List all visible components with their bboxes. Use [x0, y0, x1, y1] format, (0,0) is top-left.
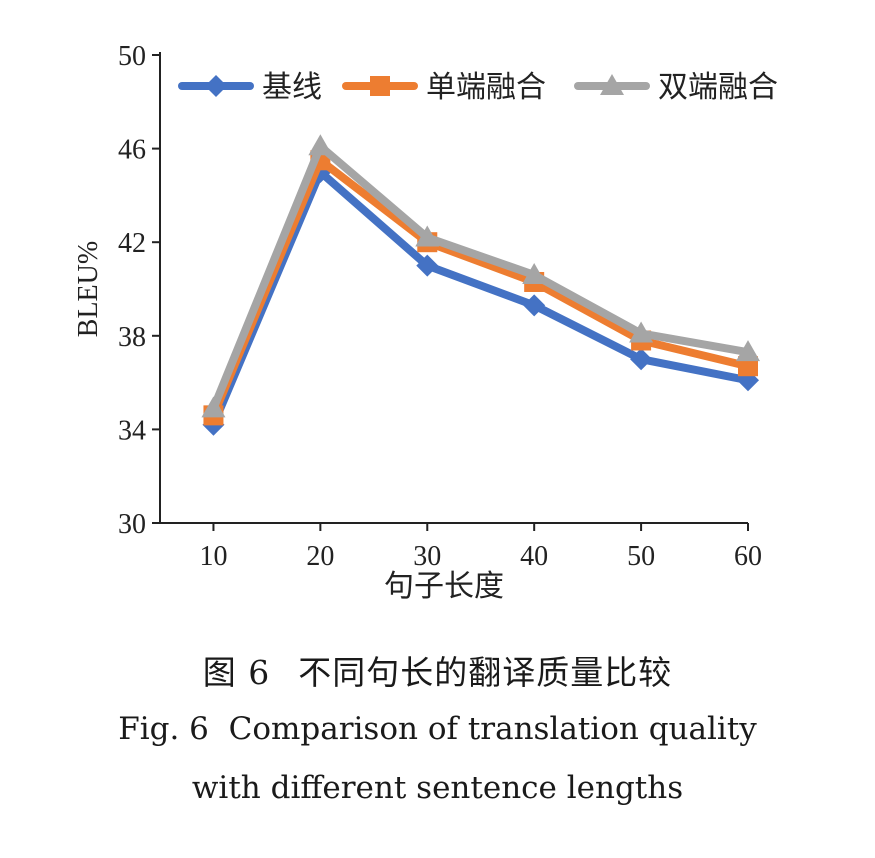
caption-chinese: 图 6 不同句长的翻译质量比较	[0, 646, 875, 694]
y-tick-label: 30	[118, 509, 146, 540]
legend-item-3: 双端融合	[574, 70, 778, 105]
series-3-line	[209, 142, 752, 413]
x-tick-label: 20	[306, 541, 334, 572]
series-3-point	[201, 396, 226, 418]
x-tick-label: 40	[520, 541, 548, 572]
legend-label: 单端融合	[426, 70, 546, 105]
series-1-line	[209, 168, 752, 429]
caption-english-line-1: Fig. 6 Comparison of translation quality	[118, 711, 757, 747]
series-2-point	[738, 356, 758, 377]
series-1	[202, 161, 759, 436]
x-tick-label: 30	[413, 541, 441, 572]
legend-swatch-marker	[205, 75, 227, 97]
series-3-point	[522, 262, 547, 284]
x-tick-label: 10	[199, 541, 227, 572]
series-1-point	[630, 348, 653, 371]
line-chart: 30 34 38 42 46 50 10 20 30 40 50 60 句子长度 BLEU% 基线 单端融合…	[73, 41, 778, 604]
series-3-point	[736, 340, 760, 362]
legend-label: 基线	[262, 70, 322, 105]
y-tick-label: 38	[118, 322, 146, 353]
y-tick-label: 42	[118, 228, 146, 259]
legend: 基线 单端融合 双端融合	[178, 70, 778, 105]
x-tick-label: 60	[734, 541, 762, 572]
series-1-point	[416, 254, 439, 277]
y-tick-label: 34	[118, 415, 146, 446]
caption-figure-number: 图 6	[202, 653, 271, 692]
legend-label: 双端融合	[658, 70, 778, 105]
y-tick-label: 50	[118, 41, 146, 72]
series-3-point	[308, 134, 333, 156]
series-2-line	[209, 156, 752, 420]
series-1-point	[523, 294, 546, 317]
y-tick-label: 46	[118, 135, 146, 166]
axes: 30 34 38 42 46 50 10 20 30 40 50 60 句子长度 BLEU%	[73, 41, 762, 604]
caption-chinese-title: 不同句长的翻译质量比较	[298, 653, 673, 692]
legend-item-2: 单端融合	[342, 70, 546, 105]
x-axis-title: 句子长度	[384, 569, 504, 604]
legend-item-1: 基线	[178, 70, 322, 105]
series-layer	[201, 134, 760, 436]
y-axis-title: BLEU%	[73, 241, 104, 337]
series-3-point	[629, 321, 654, 343]
x-tick-label: 50	[627, 541, 655, 572]
series-3	[201, 134, 760, 418]
legend-swatch-marker	[600, 74, 624, 95]
legend-swatch-marker	[370, 76, 390, 96]
caption-english-line-2: with different sentence lengths	[191, 770, 684, 806]
series-3-point	[415, 225, 440, 247]
